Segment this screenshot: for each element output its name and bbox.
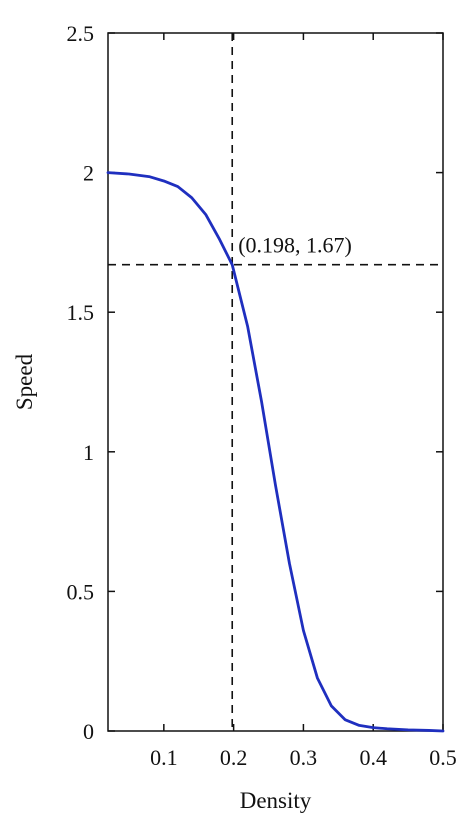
x-tick-label: 0.1 [150,745,178,770]
plot-layer: 0.1 0.2 0.3 0.4 0.5 0 0.5 1 1.5 2 2.5 (0.198, 1.67)… [12,21,457,813]
x-tick-label: 0.3 [290,745,318,770]
y-tick-label: 2 [83,161,94,186]
intersection-annotation: (0.198, 1.67) [238,233,352,258]
y-tick-label: 0 [83,719,94,744]
y-axis-label: Speed [12,353,37,410]
y-tick-label: 2.5 [67,21,95,46]
y-tick-label: 1.5 [67,300,95,325]
x-axis-label: Density [240,788,312,813]
x-tick-label: 0.2 [220,745,248,770]
x-tick-label: 0.4 [359,745,387,770]
y-tick-label: 0.5 [67,579,95,604]
x-tick-label: 0.5 [429,745,457,770]
y-tick-label: 1 [83,440,94,465]
plot-frame [107,32,444,732]
speed-curve [106,171,445,733]
